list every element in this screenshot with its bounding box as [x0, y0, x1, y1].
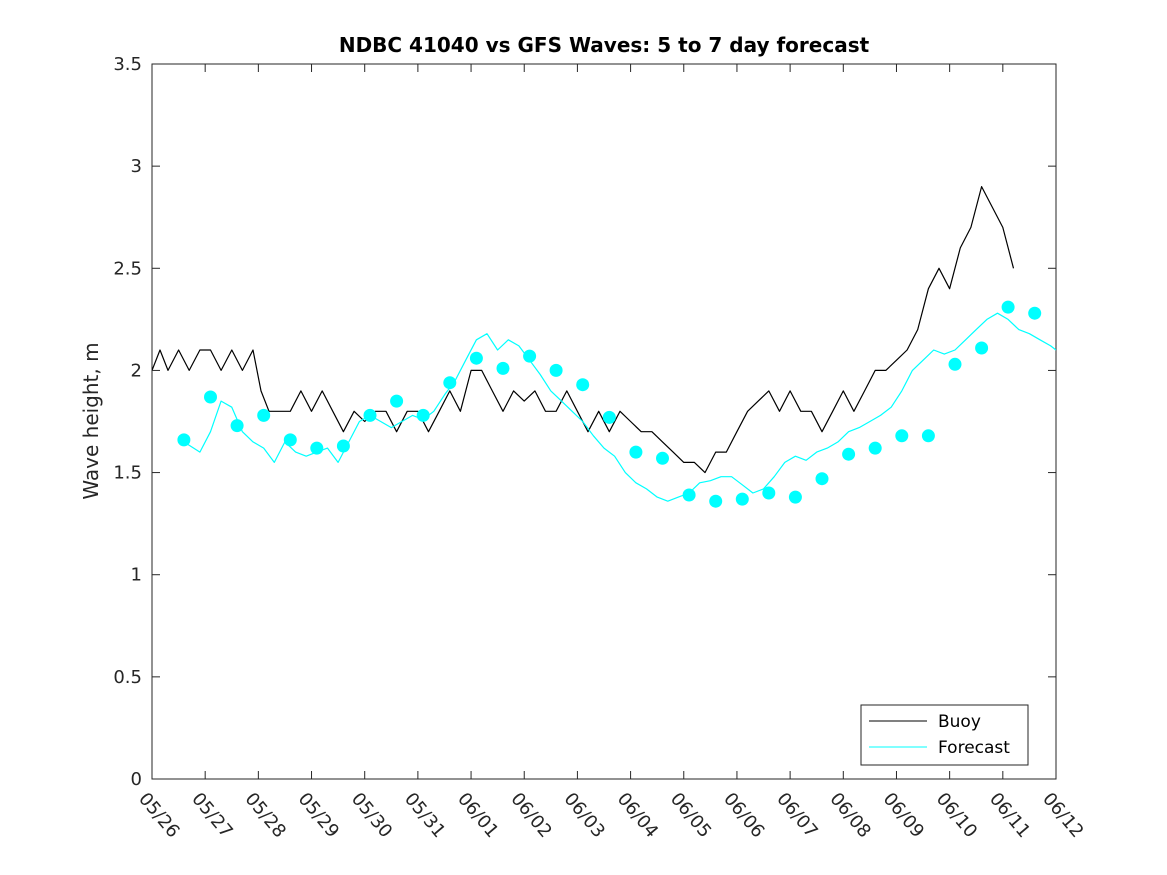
series-line-buoy: [152, 186, 1015, 474]
y-tick-label: 2.5: [113, 258, 142, 279]
forecast-point: [336, 439, 350, 453]
forecast-point: [762, 486, 776, 500]
forecast-point: [682, 488, 696, 502]
forecast-point: [1001, 300, 1015, 314]
forecast-point: [363, 408, 377, 422]
forecast-point: [895, 429, 909, 443]
y-tick-label: 3.5: [113, 54, 142, 75]
forecast-point: [629, 445, 643, 459]
forecast-point: [1028, 306, 1042, 320]
forecast-point: [842, 447, 856, 461]
forecast-markers: [177, 300, 1042, 508]
forecast-point: [390, 394, 404, 408]
forecast-point: [656, 451, 669, 465]
forecast-point: [230, 419, 244, 433]
legend: Buoy Forecast: [860, 704, 1029, 766]
forecast-point: [815, 472, 829, 486]
forecast-point: [496, 361, 510, 375]
forecast-point: [868, 441, 882, 455]
forecast-point: [523, 349, 537, 363]
y-tick-label: 2: [131, 360, 142, 381]
forecast-point: [948, 357, 962, 371]
y-tick-label: 1: [131, 565, 142, 586]
y-axis: 0 0.5 1 1.5 2 2.5 3 3.5: [113, 54, 1056, 790]
forecast-point: [257, 408, 271, 422]
legend-buoy-label: Buoy: [938, 712, 981, 732]
plot-content: [152, 186, 1056, 508]
forecast-point: [788, 490, 802, 504]
series-line-forecast: [183, 312, 1056, 502]
forecast-point: [975, 341, 989, 355]
series-lines: [152, 186, 1056, 502]
forecast-point: [416, 408, 430, 422]
y-tick-label: 1.5: [113, 463, 142, 484]
legend-forecast-label: Forecast: [938, 738, 1010, 758]
forecast-point: [735, 492, 749, 506]
chart-title: NDBC 41040 vs GFS Waves: 5 to 7 day fore…: [339, 33, 870, 57]
forecast-point: [549, 363, 563, 377]
forecast-point: [709, 494, 723, 508]
y-axis-label: Wave height, m: [79, 342, 103, 499]
forecast-point: [204, 390, 217, 404]
forecast-point: [469, 351, 483, 365]
y-tick-label: 0.5: [113, 667, 142, 688]
forecast-point: [921, 429, 935, 443]
forecast-point: [443, 376, 457, 390]
y-tick-label: 3: [131, 156, 142, 177]
forecast-point: [602, 410, 616, 424]
forecast-point: [310, 441, 324, 455]
forecast-point: [576, 378, 590, 392]
forecast-point: [283, 433, 297, 447]
y-tick-label: 0: [131, 769, 142, 790]
legend-box: [860, 704, 1029, 766]
forecast-point: [177, 433, 191, 447]
